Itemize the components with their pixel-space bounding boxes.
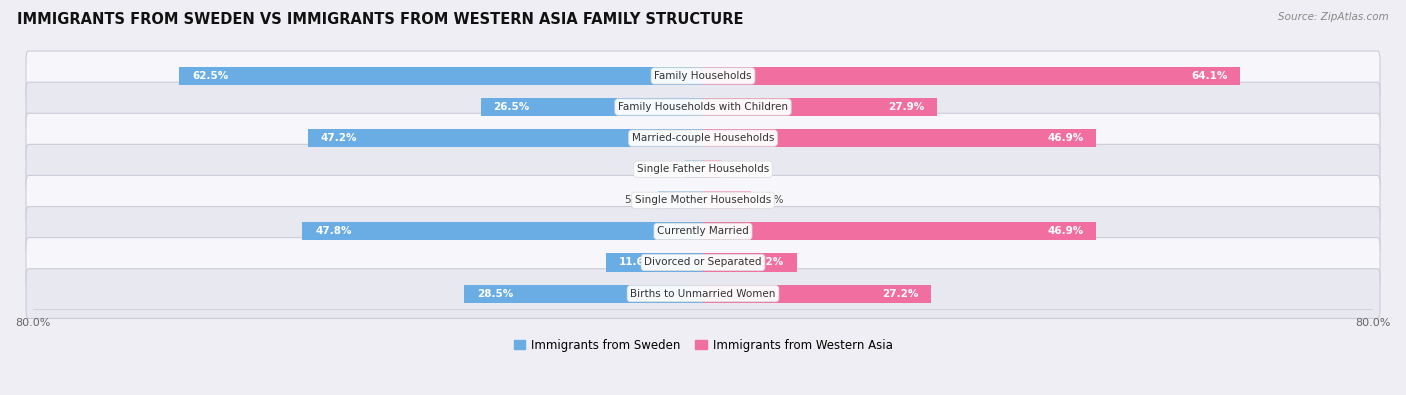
Bar [481, 98, 703, 116]
Text: Family Households: Family Households [654, 71, 752, 81]
Bar [302, 222, 703, 241]
Bar [464, 284, 703, 303]
Text: 46.9%: 46.9% [1047, 226, 1084, 236]
Text: 5.7%: 5.7% [758, 195, 785, 205]
Bar [685, 160, 703, 178]
Text: 2.1%: 2.1% [652, 164, 679, 174]
FancyBboxPatch shape [25, 144, 1381, 194]
Bar [703, 191, 751, 209]
Bar [606, 254, 703, 271]
FancyBboxPatch shape [25, 238, 1381, 288]
Bar [703, 160, 721, 178]
Text: 28.5%: 28.5% [477, 289, 513, 299]
Bar [703, 98, 936, 116]
Bar [703, 129, 1095, 147]
FancyBboxPatch shape [25, 113, 1381, 163]
Text: 11.2%: 11.2% [748, 258, 785, 267]
Text: Single Father Households: Single Father Households [637, 164, 769, 174]
Text: Single Mother Households: Single Mother Households [636, 195, 770, 205]
Bar [703, 222, 1095, 241]
Text: 47.2%: 47.2% [321, 133, 357, 143]
Text: 47.8%: 47.8% [315, 226, 352, 236]
Text: 62.5%: 62.5% [191, 71, 228, 81]
Bar [703, 254, 797, 271]
Text: Births to Unmarried Women: Births to Unmarried Women [630, 289, 776, 299]
Text: 26.5%: 26.5% [494, 102, 530, 112]
FancyBboxPatch shape [25, 51, 1381, 101]
Text: Married-couple Households: Married-couple Households [631, 133, 775, 143]
Text: 46.9%: 46.9% [1047, 133, 1084, 143]
Text: Family Households with Children: Family Households with Children [619, 102, 787, 112]
Text: 5.4%: 5.4% [624, 195, 651, 205]
Text: Divorced or Separated: Divorced or Separated [644, 258, 762, 267]
FancyBboxPatch shape [25, 207, 1381, 256]
FancyBboxPatch shape [25, 269, 1381, 318]
Bar [308, 129, 703, 147]
Text: 27.9%: 27.9% [889, 102, 924, 112]
Text: Currently Married: Currently Married [657, 226, 749, 236]
Text: 27.2%: 27.2% [882, 289, 918, 299]
Bar [703, 67, 1240, 85]
Text: 11.6%: 11.6% [619, 258, 655, 267]
Text: IMMIGRANTS FROM SWEDEN VS IMMIGRANTS FROM WESTERN ASIA FAMILY STRUCTURE: IMMIGRANTS FROM SWEDEN VS IMMIGRANTS FRO… [17, 12, 744, 27]
Bar [658, 191, 703, 209]
Text: 2.1%: 2.1% [727, 164, 754, 174]
Text: 64.1%: 64.1% [1191, 71, 1227, 81]
Legend: Immigrants from Sweden, Immigrants from Western Asia: Immigrants from Sweden, Immigrants from … [509, 334, 897, 356]
Bar [180, 67, 703, 85]
FancyBboxPatch shape [25, 175, 1381, 225]
Text: Source: ZipAtlas.com: Source: ZipAtlas.com [1278, 12, 1389, 22]
Bar [703, 284, 931, 303]
FancyBboxPatch shape [25, 82, 1381, 132]
